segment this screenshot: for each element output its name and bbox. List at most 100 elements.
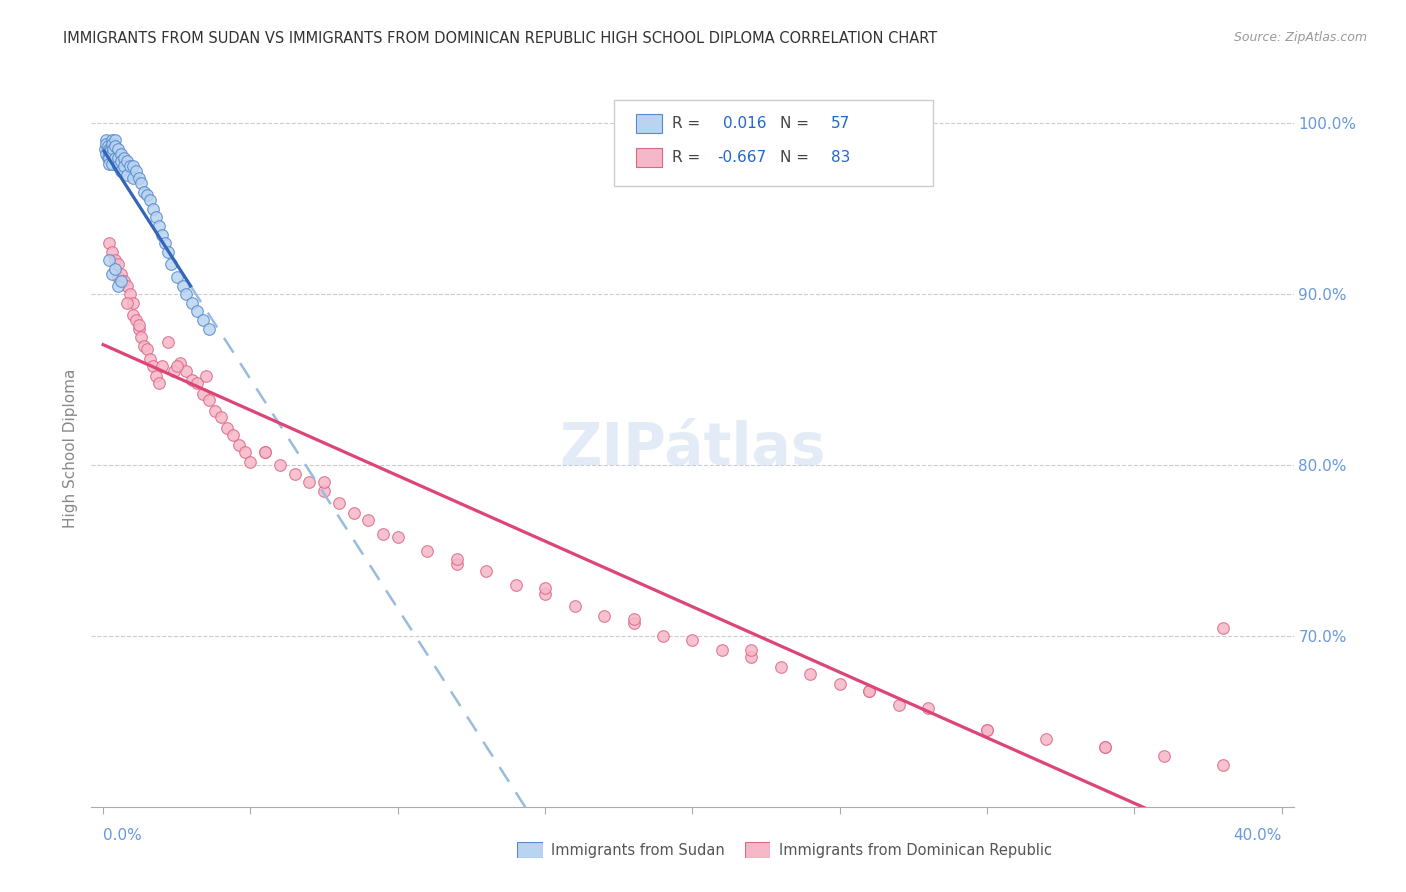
Point (128, 318, 150, 333)
Point (112, 159, 135, 173)
Point (93, 142, 115, 156)
Text: Immigrants from Dominican Republic: Immigrants from Dominican Republic (779, 843, 1052, 857)
Point (284, 467, 307, 481)
Text: N =: N = (780, 150, 814, 165)
Text: 83: 83 (831, 150, 851, 165)
Point (623, 612, 645, 626)
Point (160, 257, 183, 271)
Point (1094, 740, 1116, 755)
Point (134, 185, 156, 199)
Point (98, 235, 121, 250)
Point (101, 244, 124, 259)
Point (254, 444, 277, 458)
Point (198, 393, 221, 408)
Point (148, 219, 170, 233)
Point (98, 145, 121, 160)
Point (222, 427, 245, 442)
Point (121, 159, 143, 173)
Point (153, 235, 176, 250)
Point (475, 565, 498, 579)
Point (166, 270, 188, 285)
Point (186, 376, 208, 391)
Point (343, 506, 366, 520)
Point (269, 458, 291, 473)
Point (107, 270, 129, 285)
Point (101, 157, 124, 171)
Point (124, 164, 146, 178)
Point (156, 335, 179, 350)
Point (100, 142, 122, 156)
Point (142, 202, 165, 216)
Point (828, 677, 851, 691)
Point (139, 352, 162, 367)
Point (94, 133, 117, 147)
Text: -0.667: -0.667 (717, 150, 766, 165)
Point (128, 171, 150, 186)
Point (110, 164, 132, 178)
Point (110, 274, 132, 288)
Point (110, 154, 132, 169)
FancyBboxPatch shape (636, 148, 662, 167)
Point (115, 278, 138, 293)
Point (1212, 621, 1234, 635)
Point (148, 376, 170, 391)
Point (652, 629, 675, 643)
Point (314, 483, 336, 498)
Point (115, 154, 138, 169)
Point (107, 257, 129, 271)
Point (103, 142, 125, 156)
Point (328, 496, 350, 510)
Point (142, 359, 165, 374)
Point (121, 296, 143, 310)
Point (104, 138, 127, 153)
Point (740, 643, 762, 657)
Point (104, 133, 127, 147)
Point (887, 698, 910, 712)
Point (446, 558, 468, 572)
Point (169, 356, 191, 370)
Point (198, 321, 221, 335)
Point (104, 253, 127, 268)
Point (740, 649, 762, 664)
Point (94, 147, 117, 161)
Text: 0.016: 0.016 (723, 116, 766, 131)
Point (110, 267, 132, 281)
Point (387, 530, 409, 544)
Text: Immigrants from Sudan: Immigrants from Sudan (551, 843, 725, 857)
Point (150, 227, 173, 242)
Text: ZIPátlas: ZIPátlas (560, 420, 825, 476)
Text: 40.0%: 40.0% (1233, 828, 1282, 843)
Point (110, 147, 132, 161)
Y-axis label: High School Diploma: High School Diploma (63, 368, 79, 528)
Point (228, 438, 250, 452)
Point (94, 136, 117, 151)
Text: N =: N = (780, 116, 814, 131)
Point (107, 142, 129, 156)
Point (115, 168, 138, 182)
Point (193, 313, 215, 327)
Point (298, 475, 321, 490)
Point (174, 287, 197, 301)
Point (131, 176, 153, 190)
Point (145, 369, 167, 384)
Point (97, 138, 120, 153)
Point (1035, 731, 1057, 746)
Point (769, 660, 792, 674)
Point (172, 278, 194, 293)
Point (917, 701, 939, 715)
Point (446, 552, 468, 566)
Point (118, 159, 141, 173)
Point (534, 582, 557, 596)
Point (128, 321, 150, 335)
Point (139, 194, 162, 208)
Point (239, 455, 262, 469)
Point (174, 364, 197, 378)
Point (186, 304, 208, 318)
Point (101, 267, 124, 281)
Point (156, 244, 179, 259)
Point (623, 615, 645, 630)
Point (166, 359, 188, 374)
Point (976, 723, 998, 738)
Point (858, 684, 880, 698)
Point (104, 261, 127, 276)
